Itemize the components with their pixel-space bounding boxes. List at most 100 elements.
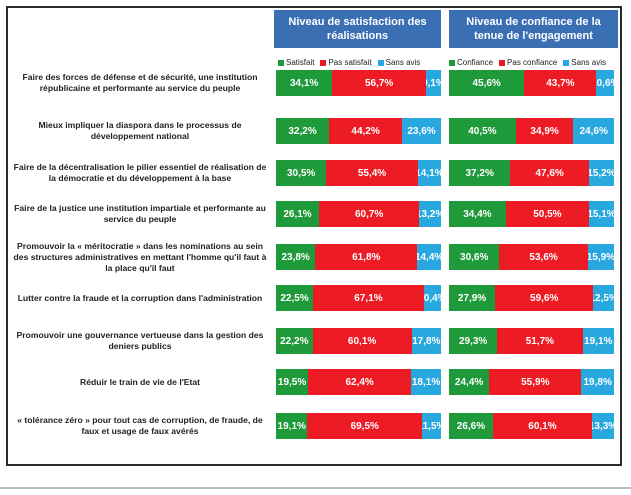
bar-segment-red: 67,1% <box>313 285 424 311</box>
satisfaction-bar: 22,2% 60,1% 17,8% <box>276 328 441 354</box>
row-label: Promouvoir la « méritocratie » dans les … <box>13 240 267 273</box>
data-label: 23,8% <box>281 251 310 263</box>
satisfaction-bar: 34,1% 56,7% 9,1% <box>276 70 441 96</box>
data-label: 22,2% <box>280 335 309 347</box>
data-label: 56,7% <box>364 77 394 89</box>
data-label: 45,6% <box>472 77 501 89</box>
bar-segment-green: 26,6% <box>449 413 493 439</box>
confidence-bar: 34,4% 50,5% 15,1% <box>449 201 614 227</box>
data-label: 17,8% <box>412 335 441 347</box>
bar-segment-red: 53,6% <box>499 244 588 270</box>
bar-segment-red: 69,5% <box>307 413 423 439</box>
data-label: 67,1% <box>354 292 383 304</box>
data-label: 40,5% <box>468 125 497 137</box>
data-label: 44,2% <box>351 125 380 137</box>
legend-item-sans-avis: Sans avis <box>377 57 421 68</box>
data-label: 22,5% <box>280 292 309 304</box>
bar-segment-green: 22,2% <box>276 328 313 354</box>
legend-label: Satisfait <box>286 58 315 67</box>
satisfaction-bar: 30,5% 55,4% 14,1% <box>276 160 441 186</box>
row-label: Mieux impliquer la diaspora dans le proc… <box>38 120 242 141</box>
satisfaction-bar: 23,8% 61,8% 14,4% <box>276 244 441 270</box>
bar-segment-green: 40,5% <box>449 118 516 144</box>
data-label: 47,6% <box>535 167 564 179</box>
data-label: 9,1% <box>426 77 441 89</box>
bar-segment-red: 60,1% <box>492 413 593 439</box>
legend-swatch-blue <box>563 59 570 66</box>
data-label: 19,1% <box>584 335 613 347</box>
confidence-legend: Confiance Pas confiance Sans avis <box>449 57 617 68</box>
bar-segment-green: 29,3% <box>449 328 498 354</box>
bar-segment-green: 34,1% <box>276 70 333 96</box>
data-label: 15,1% <box>589 208 614 220</box>
data-label: 13,2% <box>419 208 441 220</box>
bar-segment-red: 60,1% <box>312 328 412 354</box>
satisfaction-bar: 26,1% 60,7% 13,2% <box>276 201 441 227</box>
data-label: 15,2% <box>588 167 614 179</box>
data-label: 12,5% <box>593 292 614 304</box>
legend-item-confiance: Confiance <box>449 57 493 68</box>
data-label: 27,9% <box>457 292 487 304</box>
data-label: 30,6% <box>460 251 489 263</box>
data-label: 10,6% <box>596 77 614 89</box>
bar-segment-blue: 13,3% <box>592 413 614 439</box>
data-label: 51,7% <box>525 335 555 347</box>
data-label: 24,6% <box>579 125 608 137</box>
bar-segment-red: 62,4% <box>308 369 412 395</box>
data-label: 30,5% <box>286 167 316 179</box>
satisfaction-bar: 32,2% 44,2% 23,6% <box>276 118 441 144</box>
bar-segment-red: 61,8% <box>315 244 418 270</box>
data-label: 69,5% <box>350 420 379 432</box>
bar-segment-blue: 19,8% <box>581 369 614 395</box>
bar-segment-green: 45,6% <box>449 70 525 96</box>
satisfaction-bar: 19,5% 62,4% 18,1% <box>276 369 441 395</box>
data-label: 59,6% <box>530 292 559 304</box>
row-label: Lutter contre la fraude et la corruption… <box>17 292 263 303</box>
bar-segment-blue: 9,1% <box>425 70 441 96</box>
bottom-divider <box>0 487 631 489</box>
bar-segment-blue: 19,1% <box>582 328 614 354</box>
legend-swatch-blue <box>377 59 384 66</box>
data-label: 34,9% <box>530 125 559 137</box>
bar-segment-red: 43,7% <box>524 70 597 96</box>
bar-segment-green: 34,4% <box>449 201 506 227</box>
data-label: 26,1% <box>283 208 312 220</box>
data-label: 26,6% <box>456 420 486 432</box>
data-label: 32,2% <box>288 125 317 137</box>
legend-item-satisfait: Satisfait <box>278 57 314 68</box>
bar-segment-red: 56,7% <box>332 70 426 96</box>
data-label: 50,5% <box>533 208 562 220</box>
bar-segment-red: 44,2% <box>329 118 403 144</box>
bar-segment-green: 22,5% <box>276 285 314 311</box>
data-label: 18,1% <box>411 376 441 388</box>
bar-segment-blue: 15,1% <box>589 201 614 227</box>
data-label: 60,1% <box>347 335 377 347</box>
bar-segment-green: 27,9% <box>449 285 496 311</box>
bar-segment-green: 26,1% <box>276 201 320 227</box>
bar-segment-green: 32,2% <box>276 118 330 144</box>
legend-label: Confiance <box>457 58 494 67</box>
row-label: Faire des forces de défense et de sécuri… <box>22 72 258 93</box>
legend-label: Sans avis <box>385 58 421 67</box>
legend-item-pas-confiance: Pas confiance <box>499 57 557 68</box>
data-label: 62,4% <box>345 376 374 388</box>
bar-segment-blue: 14,4% <box>417 244 441 270</box>
bar-segment-green: 30,6% <box>449 244 500 270</box>
legend-label: Sans avis <box>571 58 606 67</box>
bar-segment-green: 23,8% <box>276 244 316 270</box>
confidence-bar: 26,6% 60,1% 13,3% <box>449 413 614 439</box>
bar-segment-red: 59,6% <box>495 285 594 311</box>
data-label: 11,5% <box>422 420 441 432</box>
bar-segment-green: 37,2% <box>449 160 511 186</box>
confidence-bar: 30,6% 53,6% 15,9% <box>449 244 614 270</box>
bar-segment-red: 60,7% <box>319 201 420 227</box>
bar-segment-red: 51,7% <box>497 328 583 354</box>
legend-item-sans-avis: Sans avis <box>563 57 606 68</box>
legend-swatch-red <box>320 59 327 66</box>
data-label: 19,5% <box>277 376 307 388</box>
bar-segment-green: 30,5% <box>276 160 327 186</box>
bar-segment-blue: 14,1% <box>417 160 441 186</box>
bar-segment-blue: 15,2% <box>588 160 614 186</box>
data-label: 55,4% <box>357 167 387 179</box>
data-label: 10,4% <box>423 292 441 304</box>
